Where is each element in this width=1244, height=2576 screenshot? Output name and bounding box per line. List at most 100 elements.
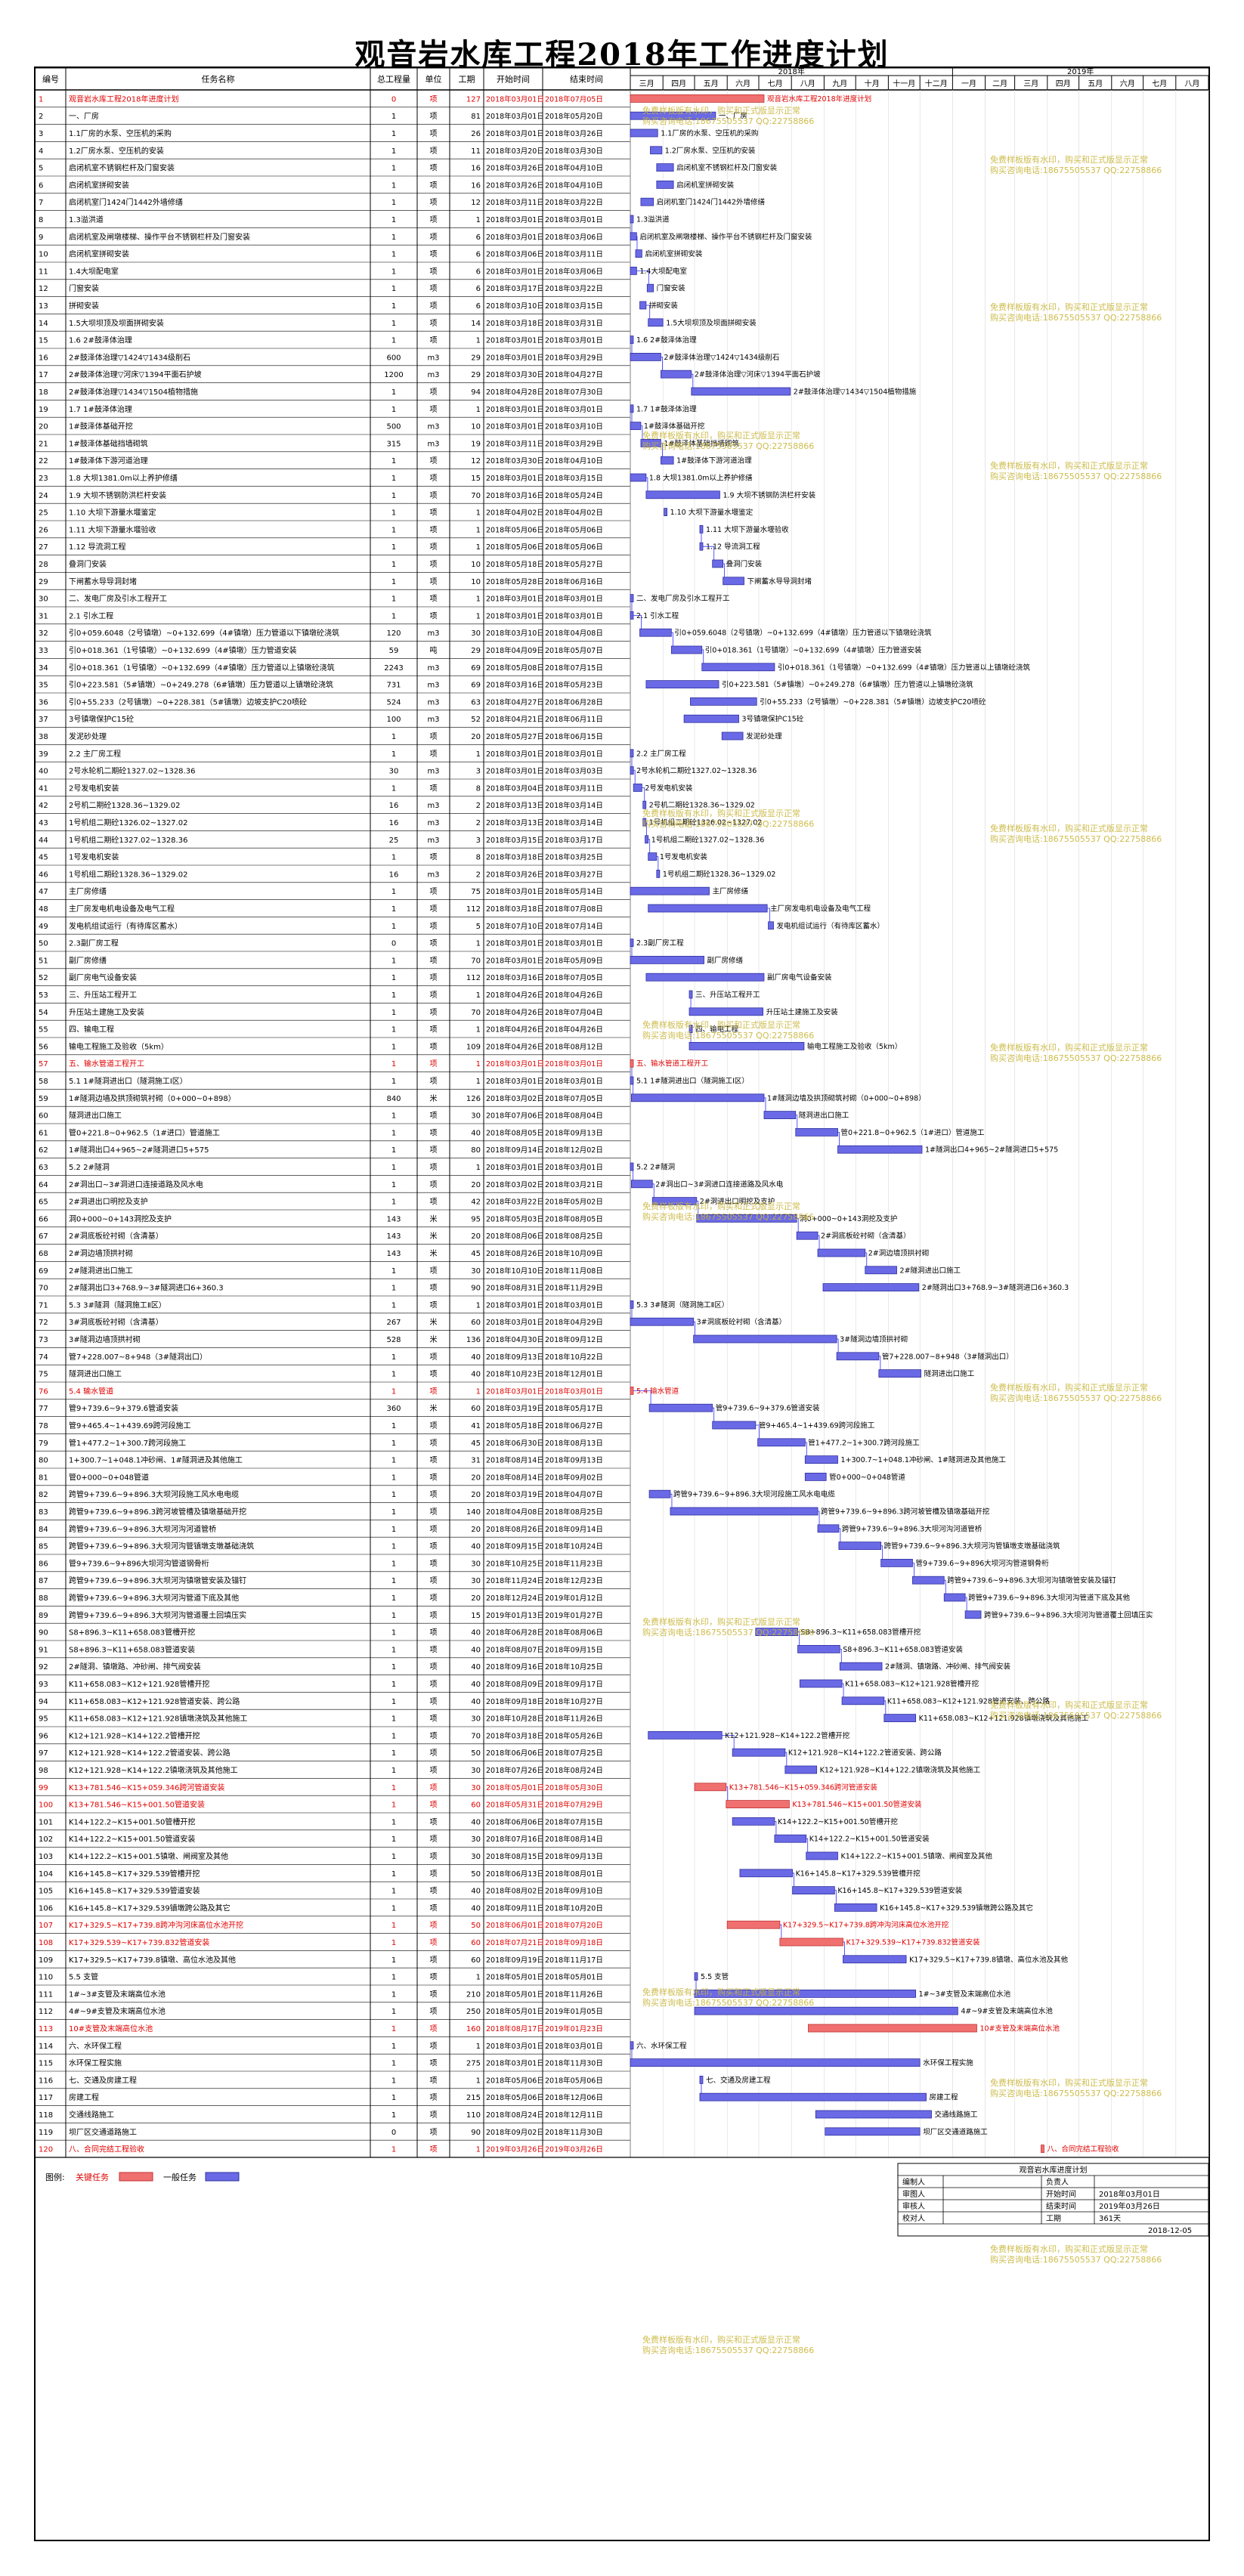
gantt-bar-103 xyxy=(806,1851,838,1860)
gantt-bar-40 xyxy=(630,766,634,775)
row-end: 2018年11月23日 xyxy=(545,1559,603,1568)
header-qty: 总工程量 xyxy=(377,74,410,85)
bar-label-2: 一、厂房 xyxy=(719,112,747,121)
row-end: 2018年10月24日 xyxy=(545,1542,603,1551)
row-id: 8 xyxy=(39,216,43,224)
row-start: 2018年04月26日 xyxy=(486,991,544,1000)
table-row: 7 启闭机室门1424门1442外墙修缮 1 项 12 2018年03月11日 2018年0… xyxy=(39,197,603,207)
table-row: 94 K11+658.083~K12+121.928管道安装、跨公路 1 项 40 201… xyxy=(39,1696,603,1706)
table-row: 40 2号水轮机二期砼1327.02~1328.36 30 m3 3 2018年03月01… xyxy=(39,766,603,776)
row-qty: 1 xyxy=(391,1491,396,1499)
gantt-bar-61 xyxy=(795,1128,838,1136)
row-dur: 6 xyxy=(476,285,481,293)
row-id: 57 xyxy=(39,1060,48,1068)
row-unit: 项 xyxy=(430,1421,438,1430)
table-row: 97 K12+121.928~K14+122.2管道安装、跨公路 1 项 50 2018年… xyxy=(39,1748,603,1758)
bar-label-81: 管0+000~0+048管道 xyxy=(829,1473,905,1482)
gantt-bar-87 xyxy=(912,1576,945,1585)
gantt-bar-57 xyxy=(630,1059,634,1068)
row-name: 5.5 支管 xyxy=(69,1972,98,1982)
table-row: 23 1.8 大坝1381.0m以上养护修缮 1 项 15 2018年03月01日 2018… xyxy=(39,473,603,483)
gantt-bar-72 xyxy=(630,1317,695,1326)
row-start: 2018年03月04日 xyxy=(486,784,544,793)
gantt-bar-36 xyxy=(690,697,757,706)
table-row: 96 K12+121.928~K14+122.2管槽开挖 1 项 70 2018年03月1… xyxy=(39,1730,603,1740)
row-end: 2018年05月06日 xyxy=(545,525,603,534)
row-end: 2018年03月29日 xyxy=(545,439,603,448)
row-start: 2018年03月01日 xyxy=(486,474,544,483)
row-start: 2018年03月19日 xyxy=(486,1404,544,1413)
row-dur: 40 xyxy=(471,1698,481,1706)
row-dur: 29 xyxy=(471,647,481,655)
row-id: 119 xyxy=(39,2129,53,2137)
row-name: 1+300.7~1+048.1冲砂闸、1#隧洞进及其他施工 xyxy=(69,1455,243,1465)
row-dur: 215 xyxy=(466,2094,481,2102)
row-unit: 吨 xyxy=(430,645,438,655)
row-start: 2018年03月11日 xyxy=(486,198,544,207)
row-dur: 60 xyxy=(471,1956,481,1965)
gantt-bar-108 xyxy=(779,1937,843,1947)
row-end: 2018年05月02日 xyxy=(545,1198,603,1207)
table-row: 19 1.7 1#鼓泽体治理 1 项 1 2018年03月01日 2018年03月01日 xyxy=(39,404,603,414)
gantt-bar-80 xyxy=(804,1455,838,1464)
row-id: 11 xyxy=(39,267,48,276)
row-id: 84 xyxy=(39,1526,48,1534)
row-name: 1.11 大坝下游量水堰验收 xyxy=(69,524,156,534)
row-id: 66 xyxy=(39,1215,48,1223)
row-start: 2018年03月01日 xyxy=(486,94,544,104)
svg-text:免费样板版有水印，购买和正式版显示正常: 免费样板版有水印，购买和正式版显示正常 xyxy=(990,1699,1148,1710)
row-start: 2018年08月26日 xyxy=(486,1525,544,1534)
row-dur: 1 xyxy=(476,1164,481,1172)
row-id: 4 xyxy=(39,147,43,156)
row-end: 2018年04月07日 xyxy=(545,1490,603,1499)
row-id: 112 xyxy=(39,2008,53,2016)
table-row: 41 2号发电机安装 1 项 8 2018年03月04日 2018年03月11日 xyxy=(39,783,603,793)
row-end: 2019年01月23日 xyxy=(545,2024,603,2033)
row-end: 2018年03月11日 xyxy=(545,250,603,259)
row-unit: 项 xyxy=(430,1525,438,1534)
row-unit: 项 xyxy=(430,2059,438,2068)
row-start: 2018年03月01日 xyxy=(486,215,544,224)
row-id: 79 xyxy=(39,1440,48,1448)
row-unit: 项 xyxy=(430,1817,438,1826)
row-id: 26 xyxy=(39,526,48,534)
row-qty: 1 xyxy=(391,1060,396,1068)
month-label: 六月 xyxy=(735,79,750,88)
dependency-link xyxy=(631,1390,651,1405)
row-start: 2018年03月01日 xyxy=(486,405,544,414)
table-row: 44 1号机组二期砼1327.02~1328.36 25 m3 3 2018年03月15日… xyxy=(39,835,603,845)
row-start: 2018年03月16日 xyxy=(486,973,544,982)
row-qty: 1 xyxy=(391,578,396,586)
dependency-link xyxy=(779,1924,782,1938)
row-name: 坝厂区交通道路施工 xyxy=(69,2127,137,2137)
row-unit: 项 xyxy=(430,1594,438,1603)
row-name: 管9+739.6~9+896大坝河沟管道钢骨桁 xyxy=(69,1558,209,1568)
row-name: K11+658.083~K12+121.928镇墩浇筑及其他施工 xyxy=(69,1714,247,1724)
row-unit: 项 xyxy=(430,905,438,914)
header-name: 任务名称 xyxy=(202,74,235,85)
gantt-bar-33 xyxy=(670,645,703,654)
bar-label-95: K11+658.083~K12+121.928镇墩浇筑及其他施工 xyxy=(919,1714,1089,1723)
gantt-bar-59 xyxy=(630,1093,765,1102)
row-end: 2018年07月05日 xyxy=(545,973,603,982)
row-start: 2018年11月24日 xyxy=(486,1576,544,1585)
row-dur: 16 xyxy=(471,165,481,173)
table-row: 105 K16+145.8~K17+329.539管道安装 1 项 40 2018年08月… xyxy=(39,1886,603,1896)
gantt-bar-18 xyxy=(691,387,791,396)
gantt-bar-10 xyxy=(635,249,642,258)
row-end: 2018年03月01日 xyxy=(545,1059,603,1068)
year-2019: 2019年 xyxy=(1067,66,1094,76)
row-name: 一、厂房 xyxy=(69,111,99,121)
bar-label-57: 五、输水管道工程开工 xyxy=(636,1059,709,1068)
dependency-link xyxy=(834,1890,837,1904)
header-dur: 工期 xyxy=(459,75,475,85)
row-id: 103 xyxy=(39,1853,53,1861)
gantt-bar-66 xyxy=(696,1214,797,1223)
row-dur: 1 xyxy=(476,750,481,759)
gantt-bar-5 xyxy=(656,163,674,172)
table-row: 17 2#鼓泽体治理▽河床▽1394平面石护坡 1200 m3 29 2018年03月30… xyxy=(39,370,603,379)
table-row: 11 1.4大坝配电室 1 项 6 2018年03月01日 2018年03月06日 xyxy=(39,266,603,276)
row-dur: 1 xyxy=(476,406,481,414)
